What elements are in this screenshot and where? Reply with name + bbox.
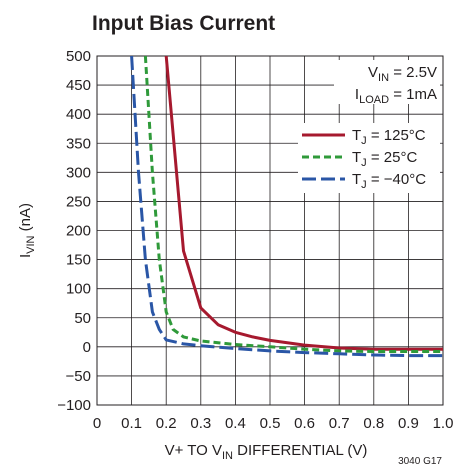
x-tick-label: 0.7	[329, 415, 350, 432]
y-tick-label: 0	[83, 339, 91, 356]
y-tick-label: 50	[74, 310, 91, 327]
x-tick-label: 1.0	[433, 415, 454, 432]
y-axis-label: IVIN (nA)	[17, 203, 37, 258]
x-tick-label: 0.8	[363, 415, 384, 432]
x-tick-label: 0.3	[190, 415, 211, 432]
y-tick-label: 150	[66, 252, 91, 269]
legend: TJ = 125°CTJ = 25°CTJ = −40°C	[298, 123, 440, 193]
y-axis-title: IVIN (nA)	[17, 203, 37, 258]
x-tick-label: 0.5	[260, 415, 281, 432]
x-tick-label: 0.6	[294, 415, 315, 432]
x-tick-label: 0	[93, 415, 101, 432]
figure-code: 3040 G17	[398, 456, 442, 467]
x-axis-label: V+ TO VIN DIFFERENTIAL (V)	[165, 442, 368, 462]
y-tick-label: 300	[66, 164, 91, 181]
y-tick-label: −50	[66, 368, 91, 385]
y-tick-label: 400	[66, 106, 91, 123]
x-axis-title: V+ TO VIN DIFFERENTIAL (V)	[165, 442, 368, 462]
y-tick-label: 100	[66, 281, 91, 298]
y-tick-label: 350	[66, 135, 91, 152]
x-tick-label: 0.2	[156, 415, 177, 432]
y-tick-label: 250	[66, 193, 91, 210]
y-tick-label: 500	[66, 48, 91, 65]
y-tick-label: 450	[66, 77, 91, 94]
y-tick-label: −100	[57, 397, 91, 414]
y-tick-label: 200	[66, 223, 91, 240]
x-tick-label: 0.9	[398, 415, 419, 432]
x-tick-label: 0.1	[121, 415, 142, 432]
x-tick-label: 0.4	[225, 415, 246, 432]
chart-title: Input Bias Current	[92, 12, 275, 35]
x-tick-labels: 0 0.1 0.2 0.3 0.4 0.5 0.6 0.7 0.8 0.9 1.0	[93, 415, 454, 432]
